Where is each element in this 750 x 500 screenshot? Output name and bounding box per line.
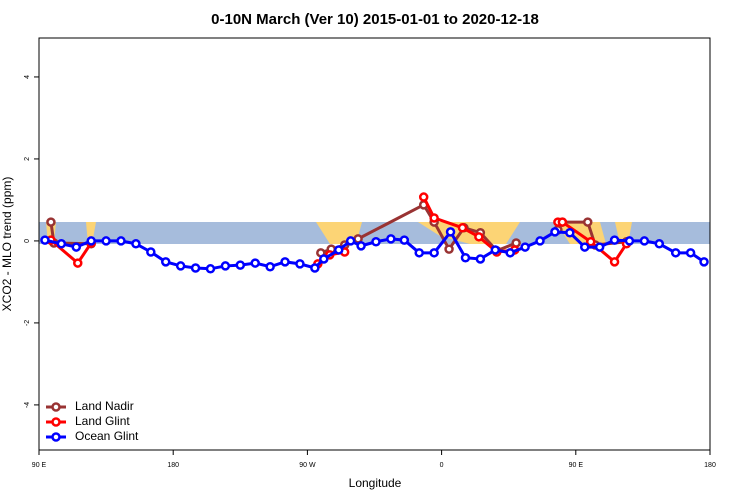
data-point bbox=[550, 227, 560, 237]
data-point bbox=[624, 236, 635, 246]
data-point bbox=[490, 245, 501, 255]
data-point bbox=[280, 257, 290, 267]
data-point bbox=[685, 248, 696, 258]
data-point bbox=[56, 239, 67, 249]
data-point bbox=[505, 248, 515, 258]
y-tick-label: 0 bbox=[24, 239, 31, 243]
data-point bbox=[609, 257, 620, 267]
data-point bbox=[386, 234, 396, 244]
data-point bbox=[116, 236, 126, 246]
legend-marker bbox=[51, 402, 61, 412]
data-point bbox=[46, 217, 56, 227]
x-tick-label: 90 E bbox=[32, 462, 47, 469]
data-point bbox=[86, 236, 96, 246]
data-point bbox=[414, 248, 424, 258]
data-point bbox=[444, 244, 454, 254]
data-point bbox=[429, 248, 439, 258]
data-point bbox=[220, 261, 231, 271]
data-point bbox=[205, 264, 216, 274]
data-point bbox=[146, 247, 156, 257]
data-point bbox=[190, 263, 201, 273]
data-point bbox=[520, 242, 530, 252]
x-tick-label: 90 E bbox=[569, 462, 584, 469]
data-point bbox=[535, 236, 545, 246]
data-point bbox=[475, 254, 486, 264]
legend-label: Land Nadir bbox=[75, 399, 134, 413]
data-point bbox=[457, 223, 468, 233]
data-point bbox=[609, 235, 620, 245]
data-point bbox=[585, 236, 596, 247]
legend-marker bbox=[51, 432, 61, 442]
plot-frame bbox=[38, 37, 711, 451]
x-tick-label: 180 bbox=[704, 462, 716, 469]
x-axis-label: Longitude bbox=[349, 476, 402, 490]
data-point bbox=[594, 242, 605, 252]
data-point bbox=[131, 239, 141, 249]
data-point bbox=[418, 192, 429, 202]
y-tick-label: 2 bbox=[24, 157, 31, 161]
data-point bbox=[356, 241, 366, 251]
data-point bbox=[429, 213, 439, 223]
y-tick-label: -2 bbox=[24, 320, 31, 326]
data-point bbox=[40, 235, 50, 245]
legend-label: Land Glint bbox=[75, 414, 130, 428]
data-point bbox=[175, 261, 186, 271]
data-point bbox=[71, 242, 82, 252]
data-point bbox=[265, 262, 275, 272]
data-point bbox=[460, 252, 471, 263]
data-point bbox=[345, 236, 356, 246]
data-point bbox=[670, 248, 681, 258]
data-point bbox=[579, 242, 590, 252]
data-point bbox=[445, 227, 456, 237]
legend-marker bbox=[51, 417, 61, 427]
data-point bbox=[73, 258, 83, 268]
data-point bbox=[160, 257, 171, 267]
data-point bbox=[565, 227, 575, 238]
data-point bbox=[310, 263, 320, 273]
data-point bbox=[654, 239, 665, 249]
x-tick-label: 0 bbox=[440, 462, 444, 469]
data-point bbox=[333, 245, 344, 255]
y-tick-label: 4 bbox=[24, 75, 31, 79]
data-point bbox=[582, 217, 593, 227]
chart-title: 0-10N March (Ver 10) 2015-01-01 to 2020-… bbox=[211, 11, 539, 28]
data-point bbox=[371, 236, 381, 247]
data-point bbox=[639, 236, 650, 246]
x-tick-label: 90 W bbox=[299, 462, 316, 469]
data-point bbox=[101, 236, 111, 246]
data-point bbox=[474, 232, 484, 242]
legend-label: Ocean Glint bbox=[75, 429, 139, 443]
data-point bbox=[699, 257, 709, 267]
data-point bbox=[295, 259, 305, 269]
x-tick-label: 180 bbox=[167, 462, 179, 469]
data-point bbox=[319, 254, 329, 264]
series-line bbox=[44, 229, 705, 271]
y-tick-label: -4 bbox=[24, 402, 31, 408]
data-point bbox=[399, 235, 410, 245]
data-point bbox=[235, 260, 246, 270]
data-point bbox=[557, 217, 568, 227]
y-axis-label: XCO2 - MLO trend (ppm) bbox=[0, 177, 14, 312]
data-point bbox=[250, 258, 260, 268]
